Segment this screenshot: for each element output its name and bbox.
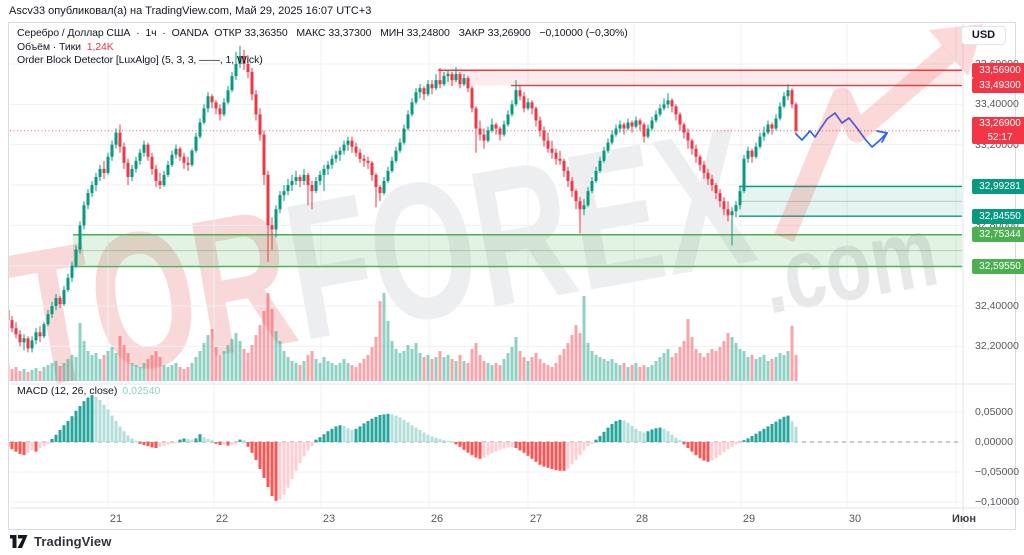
open-value: 33,36350 bbox=[244, 27, 288, 39]
current-price-badge: 33,26900 52:17 bbox=[972, 117, 1024, 145]
badge-price-text: 33,49300 bbox=[979, 80, 1021, 92]
time-tick[interactable]: 22 bbox=[215, 513, 229, 525]
order-block-zones bbox=[73, 69, 962, 268]
interval-value[interactable]: 1ч bbox=[145, 27, 157, 39]
time-tick[interactable]: 30 bbox=[848, 513, 862, 525]
price-tick: 33,40000 bbox=[975, 98, 1019, 111]
macd-current-value: 0,02540 bbox=[122, 385, 161, 397]
volume-bars bbox=[9, 293, 798, 381]
tradingview-brand-text[interactable]: TradingView bbox=[34, 534, 112, 549]
symbol-title[interactable]: Серебро / Доллар США bbox=[17, 27, 131, 39]
projection-arrowhead bbox=[876, 130, 888, 134]
high-label: МАКС bbox=[296, 27, 326, 39]
close-label: ЗАКР bbox=[458, 27, 485, 39]
macd-histogram bbox=[9, 395, 798, 501]
macd-indicator-row: MACD (12, 26, close) 0,02540 bbox=[17, 385, 160, 397]
badge-price-text: 33,56900 bbox=[979, 64, 1021, 76]
candles bbox=[9, 45, 798, 353]
macd-indicator-title[interactable]: MACD (12, 26, close) bbox=[17, 385, 118, 397]
open-label: ОТКР bbox=[214, 27, 242, 39]
level-price-badge: 32,99281 bbox=[972, 178, 1024, 194]
low-label: МИН bbox=[380, 27, 404, 39]
attribution-text: Ascv33 опубликовал(а) на TradingView.com… bbox=[9, 5, 372, 17]
pane-separators bbox=[10, 24, 1016, 530]
level-price-badge: 32,59550 bbox=[972, 259, 1024, 275]
low-value: 33,24800 bbox=[406, 27, 450, 39]
time-tick[interactable]: 28 bbox=[635, 513, 649, 525]
projection-arrowhead bbox=[881, 132, 888, 143]
badge-price-text: 32,75344 bbox=[979, 229, 1021, 241]
level-price-badge: 32,84550 bbox=[972, 208, 1024, 224]
level-price-badge: 33,56900 bbox=[972, 62, 1024, 78]
price-tick: 32,20000 bbox=[975, 340, 1019, 353]
bar-countdown-timer: 52:17 bbox=[987, 131, 1013, 143]
volume-value: 1,24K bbox=[86, 41, 114, 53]
orderblock-indicator-row: Order Block Detector [LuxAlgo] (5, 3, 3,… bbox=[17, 54, 266, 66]
macd-tick: 0,05000 bbox=[975, 406, 1013, 418]
time-tick[interactable]: Июн bbox=[952, 513, 976, 525]
bearish-order-block[interactable] bbox=[438, 69, 962, 87]
volume-label[interactable]: Объём · Тики bbox=[17, 41, 81, 53]
badge-price-text: 33,26900 bbox=[979, 118, 1021, 130]
currency-selector-button[interactable]: USD bbox=[961, 26, 1006, 45]
badge-price-text: 32,59550 bbox=[979, 261, 1021, 273]
change-value: −0,10000 (−0,30%) bbox=[539, 27, 628, 39]
level-price-badge: 32,75344 bbox=[972, 227, 1024, 243]
badge-price-text: 32,84550 bbox=[979, 210, 1021, 222]
tradingview-logo-icon[interactable] bbox=[10, 534, 28, 549]
time-tick[interactable]: 29 bbox=[742, 513, 756, 525]
tradingview-footer: TradingView bbox=[10, 534, 111, 549]
exchange-name[interactable]: OANDA bbox=[171, 27, 209, 39]
price-tick: 32,40000 bbox=[975, 300, 1019, 313]
time-tick[interactable]: 23 bbox=[322, 513, 336, 525]
time-tick[interactable]: 27 bbox=[529, 513, 543, 525]
volume-indicator-row: Объём · Тики 1,24K bbox=[17, 41, 117, 53]
macd-tick: 0,00000 bbox=[975, 436, 1013, 448]
time-tick[interactable]: 21 bbox=[109, 513, 123, 525]
bullish-order-block-green[interactable] bbox=[73, 234, 962, 268]
orderblock-indicator-title[interactable]: Order Block Detector [LuxAlgo] (5, 3, 3,… bbox=[17, 54, 263, 66]
projection-arrow-drawing[interactable] bbox=[795, 112, 888, 148]
badge-price-text: 32,99281 bbox=[979, 180, 1021, 192]
macd-tick: −0,10000 bbox=[975, 496, 1020, 508]
high-value: 33,37300 bbox=[328, 27, 372, 39]
time-tick[interactable]: 26 bbox=[430, 513, 444, 525]
symbol-header: Серебро / Доллар США · 1ч · OANDA ОТКР 33… bbox=[17, 27, 628, 39]
macd-tick: −0,05000 bbox=[975, 466, 1020, 478]
bullish-order-block-teal[interactable] bbox=[739, 185, 962, 217]
level-price-badge: 33,49300 bbox=[972, 78, 1024, 94]
close-value: 33,26900 bbox=[487, 27, 531, 39]
